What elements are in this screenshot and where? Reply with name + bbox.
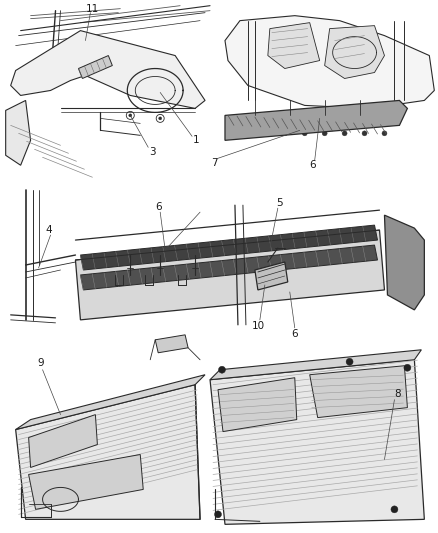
Circle shape — [159, 117, 162, 120]
Circle shape — [215, 511, 222, 518]
Polygon shape — [255, 262, 288, 290]
Polygon shape — [81, 245, 378, 290]
Text: 5: 5 — [276, 198, 283, 208]
Circle shape — [391, 506, 398, 513]
Polygon shape — [385, 215, 424, 310]
Circle shape — [283, 131, 287, 136]
Circle shape — [219, 366, 226, 373]
Circle shape — [322, 131, 327, 136]
Text: 6: 6 — [291, 329, 298, 339]
Polygon shape — [225, 15, 434, 108]
Polygon shape — [225, 100, 407, 140]
Text: 9: 9 — [37, 358, 44, 368]
Text: 1: 1 — [193, 135, 199, 146]
Polygon shape — [16, 385, 200, 519]
Circle shape — [346, 358, 353, 365]
Polygon shape — [11, 30, 205, 108]
Circle shape — [404, 364, 411, 371]
Polygon shape — [218, 378, 297, 432]
Circle shape — [242, 131, 247, 136]
Text: 4: 4 — [45, 225, 52, 235]
Polygon shape — [325, 26, 385, 78]
Text: 11: 11 — [86, 4, 99, 14]
Text: 7: 7 — [211, 158, 217, 168]
Circle shape — [302, 131, 307, 136]
Polygon shape — [28, 455, 143, 510]
Text: 3: 3 — [149, 147, 155, 157]
Text: 6: 6 — [155, 202, 162, 212]
Polygon shape — [75, 230, 385, 320]
Polygon shape — [16, 375, 205, 430]
Text: 10: 10 — [251, 321, 265, 331]
Text: 8: 8 — [394, 389, 401, 399]
Polygon shape — [78, 55, 112, 78]
Circle shape — [262, 131, 267, 136]
Polygon shape — [210, 360, 424, 524]
Circle shape — [129, 114, 132, 117]
Polygon shape — [28, 415, 97, 467]
Polygon shape — [155, 335, 188, 353]
Circle shape — [382, 131, 387, 136]
Polygon shape — [81, 225, 378, 270]
Polygon shape — [268, 22, 320, 69]
Polygon shape — [210, 350, 421, 379]
Circle shape — [342, 131, 347, 136]
Polygon shape — [310, 366, 407, 417]
Text: 6: 6 — [309, 160, 316, 170]
Circle shape — [362, 131, 367, 136]
Polygon shape — [6, 100, 31, 165]
